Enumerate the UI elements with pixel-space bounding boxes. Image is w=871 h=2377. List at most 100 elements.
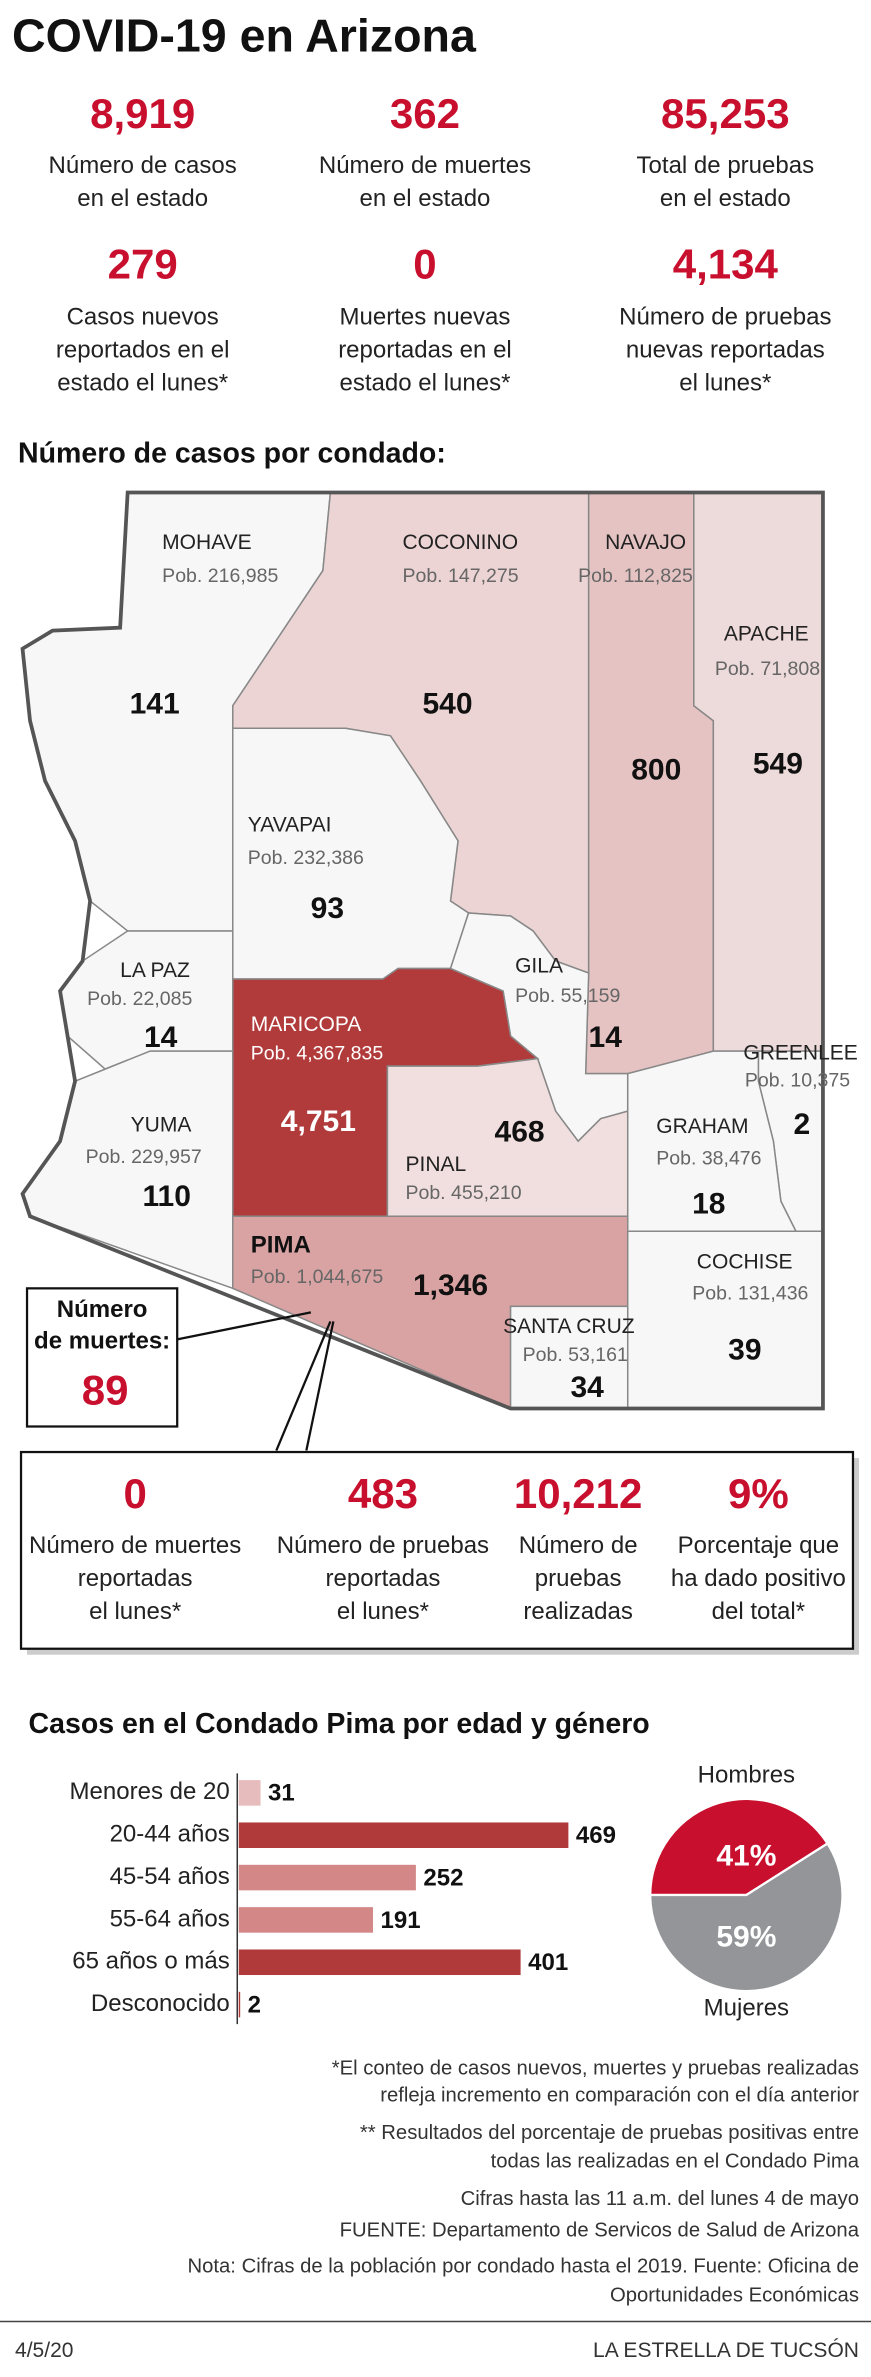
stat-label: Total de pruebas bbox=[637, 152, 815, 179]
county-population: Pob. 216,985 bbox=[162, 565, 278, 587]
county-name: COCHISE bbox=[697, 1250, 793, 1273]
stat-value: 8,919 bbox=[90, 90, 195, 137]
county-name: MARICOPA bbox=[251, 1013, 362, 1036]
pie-slice bbox=[649, 1841, 844, 1993]
stat-label: Casos nuevos bbox=[67, 304, 219, 331]
county-population: Pob. 1,044,675 bbox=[251, 1266, 384, 1288]
county-cases: 18 bbox=[692, 1188, 725, 1221]
note: refleja incremento en comparación con el… bbox=[380, 2085, 859, 2107]
county-name: APACHE bbox=[724, 623, 809, 646]
pima-stat-label: pruebas bbox=[535, 1565, 622, 1592]
county-cases: 93 bbox=[311, 892, 344, 925]
county-name: NAVAJO bbox=[605, 531, 686, 554]
county-cases: 540 bbox=[422, 688, 472, 721]
county-population: Pob. 4,367,835 bbox=[251, 1042, 384, 1064]
pima-stat-value: 9% bbox=[728, 1470, 789, 1517]
county-population: Pob. 53,161 bbox=[523, 1344, 628, 1366]
pima-stat-label: Porcentaje que bbox=[678, 1532, 840, 1559]
stat-label: estado el lunes* bbox=[57, 370, 228, 397]
bar bbox=[238, 1822, 569, 1848]
stat-label: Número de casos bbox=[49, 152, 237, 179]
note: Nota: Cifras de la población por condado… bbox=[188, 2256, 859, 2278]
county-cases: 14 bbox=[144, 1021, 178, 1054]
county-cases: 14 bbox=[588, 1021, 622, 1054]
deaths-box bbox=[25, 1287, 179, 1428]
callout-line bbox=[275, 1320, 332, 1451]
stat-label: reportados en el bbox=[56, 337, 230, 364]
county bbox=[626, 1050, 798, 1233]
pima-stat-label: realizadas bbox=[523, 1598, 632, 1625]
date: 4/5/20 bbox=[15, 2339, 73, 2362]
county-population: Pob. 10,375 bbox=[745, 1069, 850, 1091]
county-cases: 800 bbox=[631, 754, 681, 787]
county-name: GRAHAM bbox=[656, 1115, 748, 1138]
stat-label: en el estado bbox=[360, 185, 491, 212]
bar bbox=[238, 1780, 261, 1806]
county-population: Pob. 232,386 bbox=[248, 847, 364, 869]
county-population: Pob. 71,808 bbox=[715, 658, 820, 680]
pima-stat-label: ha dado positivo bbox=[671, 1565, 846, 1592]
pima-stat-value: 0 bbox=[123, 1470, 146, 1517]
county-cases: 1,346 bbox=[413, 1269, 488, 1302]
pima-stat-label: reportadas bbox=[326, 1565, 441, 1592]
county-cases: 110 bbox=[142, 1180, 190, 1213]
deaths-label: de muertes: bbox=[34, 1328, 170, 1355]
county-name: COCONINO bbox=[402, 531, 518, 554]
note: todas las realizadas en el Condado Pima bbox=[491, 2151, 860, 2173]
pima-stat-value: 10,212 bbox=[514, 1470, 643, 1517]
county-name: SANTA CRUZ bbox=[503, 1315, 635, 1338]
stat-value: 85,253 bbox=[661, 90, 790, 137]
bar-value-label: 252 bbox=[423, 1864, 463, 1891]
bar-category: 45-54 años bbox=[110, 1863, 230, 1890]
pie-category: Mujeres bbox=[704, 1994, 789, 2021]
bar-chart-title: Casos en el Condado Pima por edad y géne… bbox=[29, 1708, 650, 1740]
note: *El conteo de casos nuevos, muertes y pr… bbox=[332, 2058, 859, 2080]
county-population: Pob. 455,210 bbox=[405, 1182, 521, 1204]
county-cases: 34 bbox=[570, 1371, 604, 1404]
pima-stat-label: Número de bbox=[519, 1532, 638, 1559]
county-population: Pob. 22,085 bbox=[87, 988, 192, 1010]
county-population: Pob. 131,436 bbox=[692, 1283, 808, 1305]
county-name: LA PAZ bbox=[120, 959, 190, 982]
bar-value-label: 2 bbox=[248, 1991, 261, 2018]
pie-value-label: 41% bbox=[716, 1839, 776, 1872]
stat-value: 279 bbox=[108, 240, 178, 287]
county-name: YUMA bbox=[131, 1114, 192, 1137]
pima-box bbox=[19, 1450, 855, 1650]
stat-label: Muertes nuevas bbox=[340, 304, 511, 331]
pima-stat-label: el lunes* bbox=[89, 1598, 181, 1625]
pima-stat-label: Número de muertes bbox=[29, 1532, 241, 1559]
county-cases: 39 bbox=[728, 1333, 761, 1366]
stat-label: estado el lunes* bbox=[340, 370, 511, 397]
note: Cifras hasta las 11 a.m. del lunes 4 de … bbox=[461, 2188, 859, 2210]
stat-label: nuevas reportadas bbox=[626, 337, 825, 364]
bar-category: Desconocido bbox=[91, 1990, 230, 2017]
county-name: PIMA bbox=[251, 1232, 311, 1259]
state-border bbox=[20, 490, 825, 1411]
stat-value: 4,134 bbox=[673, 240, 779, 287]
county-cases: 4,751 bbox=[281, 1105, 356, 1138]
county-population: Pob. 229,957 bbox=[86, 1146, 202, 1168]
bar-value-label: 191 bbox=[381, 1907, 421, 1934]
county-name: MOHAVE bbox=[162, 531, 252, 554]
county bbox=[21, 1050, 234, 1290]
bar-category: 20-44 años bbox=[110, 1821, 230, 1848]
county-cases: 2 bbox=[794, 1108, 811, 1141]
stat-label: reportadas en el bbox=[338, 337, 512, 364]
bar-value-label: 401 bbox=[528, 1949, 568, 1976]
stat-value: 362 bbox=[390, 90, 460, 137]
bar bbox=[238, 1991, 241, 2018]
bar-value-label: 469 bbox=[576, 1822, 616, 1849]
county-cases: 549 bbox=[753, 748, 803, 781]
source: LA ESTRELLA DE TUCSÓN bbox=[593, 2339, 859, 2362]
pima-stat-label: el lunes* bbox=[337, 1598, 429, 1625]
title: COVID-19 en Arizona bbox=[12, 9, 477, 61]
bar bbox=[238, 1864, 416, 1891]
stat-label: Número de pruebas bbox=[619, 304, 831, 331]
stat-label: Número de muertes bbox=[319, 152, 531, 179]
stat-label: en el estado bbox=[660, 185, 791, 212]
deaths-value: 89 bbox=[82, 1367, 129, 1414]
pima-stat-value: 483 bbox=[348, 1470, 418, 1517]
stat-label: el lunes* bbox=[679, 370, 771, 397]
